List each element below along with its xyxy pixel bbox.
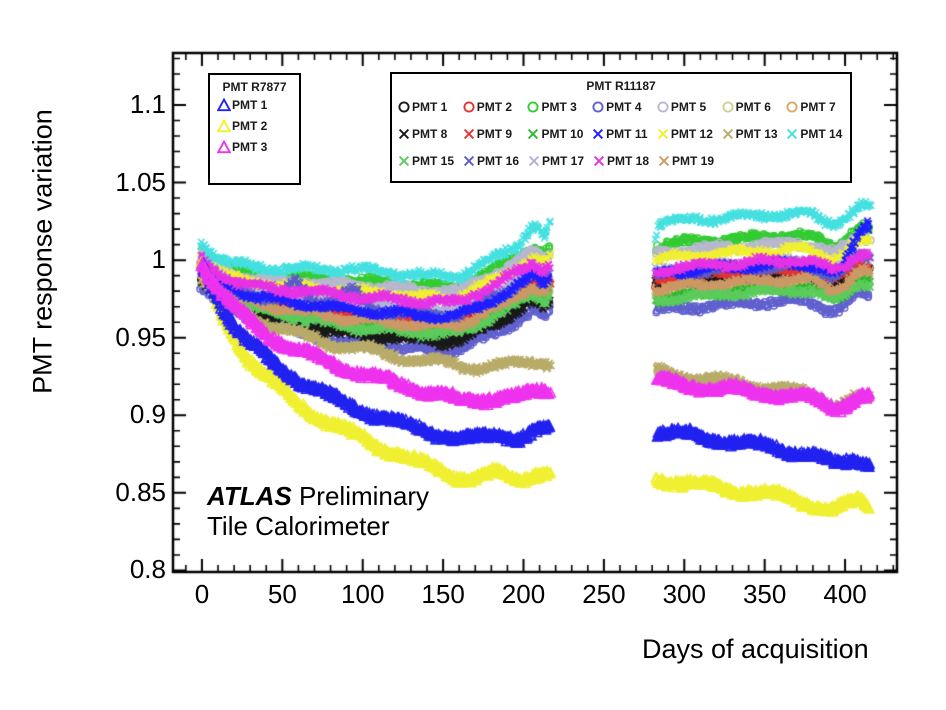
y-tick-label: 0.9 xyxy=(129,399,166,430)
x-tick-label: 0 xyxy=(194,579,210,609)
legend-pmt-r11187: PMT R11187 PMT 1 PMT 2 PMT 3 PMT 4 PMT 5 PMT … xyxy=(390,72,852,183)
legend-entry-label: PMT 1 xyxy=(412,99,448,114)
x-tick-label: 150 xyxy=(421,579,465,609)
triangle-marker-icon xyxy=(217,98,231,112)
legend-entry: PMT 3 xyxy=(526,100,591,114)
legend-entry: PMT 13 xyxy=(721,127,786,141)
legend-row: PMT 8 PMT 9 PMT 10 PMT 11 PMT 12 PMT 13 PMT 14 xyxy=(392,120,850,147)
legend-entry-label: PMT 11 xyxy=(606,126,648,141)
legend-entry: PMT 4 xyxy=(591,100,656,114)
legend-entry-label: PMT 8 xyxy=(412,126,448,141)
legend-entry-label: PMT 17 xyxy=(542,153,585,168)
legend-entry: PMT 12 xyxy=(656,127,721,141)
legend-entry-label: PMT 19 xyxy=(672,153,715,168)
cross-marker-icon xyxy=(463,128,474,139)
legend-entries: PMT 1 PMT 2 PMT 3 PMT 4 PMT 5 PMT 6 PMT 7 PMT 8… xyxy=(392,93,850,174)
legend-entry-label: PMT 16 xyxy=(477,153,520,168)
legend-entry-label: PMT 14 xyxy=(800,126,843,141)
cross-marker-icon xyxy=(658,155,670,166)
legend-entry: PMT 10 xyxy=(526,127,591,141)
cross-marker-icon xyxy=(528,155,540,166)
legend-title: PMT R7877 xyxy=(222,80,287,94)
circle-marker-icon xyxy=(786,100,798,113)
legend-entry: PMT 2 xyxy=(462,100,527,114)
legend-entry-label: PMT 3 xyxy=(541,99,577,114)
x-tick-label: 200 xyxy=(501,579,546,609)
x-tick-label: 350 xyxy=(742,579,787,609)
cross-marker-icon xyxy=(593,128,604,139)
legend-entry: PMT 8 xyxy=(397,127,462,141)
legend-entry-label: PMT 9 xyxy=(476,126,513,141)
legend-pmt-r7877: PMT R7877 PMT 1 PMT 2 PMT 3 xyxy=(208,73,301,185)
legend-entry-label: PMT 2 xyxy=(232,119,268,133)
legend-entry-label: PMT 2 xyxy=(476,99,513,114)
circle-marker-icon xyxy=(657,100,669,113)
atlas-wordmark: ATLAS xyxy=(207,481,292,511)
legend-entry: PMT 18 xyxy=(592,154,657,168)
y-tick-label: 0.95 xyxy=(115,321,166,352)
cross-marker-icon xyxy=(657,128,668,139)
cross-marker-icon xyxy=(528,128,539,139)
cross-marker-icon xyxy=(398,155,410,166)
circle-marker-icon xyxy=(463,100,475,113)
legend-entry: PMT 17 xyxy=(527,154,592,168)
legend-entry: PMT 15 xyxy=(397,154,462,168)
detector-label: Tile Calorimeter xyxy=(207,511,390,541)
circle-marker-icon xyxy=(592,100,604,113)
legend-entry: PMT 2 xyxy=(217,119,282,133)
legend-entry-label: PMT 3 xyxy=(232,140,268,154)
legend-entry-label: PMT 1 xyxy=(232,98,268,112)
legend-entry: PMT 5 xyxy=(656,100,721,114)
circle-marker-icon xyxy=(722,100,734,113)
cross-marker-icon xyxy=(593,155,605,166)
y-tick-label: 1.1 xyxy=(129,88,166,119)
legend-entries: PMT 1 PMT 2 PMT 3 xyxy=(210,94,299,154)
legend-entry-label: PMT 13 xyxy=(735,126,778,141)
x-tick-label: 250 xyxy=(582,579,626,609)
legend-entry: PMT 11 xyxy=(591,127,656,141)
cross-marker-icon xyxy=(398,128,410,139)
cross-marker-icon xyxy=(787,128,798,139)
legend-entry: PMT 14 xyxy=(785,127,850,141)
legend-entry-label: PMT 10 xyxy=(541,126,584,141)
legend-entry-label: PMT 7 xyxy=(800,99,836,114)
legend-entry-label: PMT 18 xyxy=(607,153,650,168)
circle-marker-icon xyxy=(398,100,410,113)
x-tick-label: 100 xyxy=(341,579,385,609)
triangle-marker-icon xyxy=(217,140,231,154)
x-tick-label: 400 xyxy=(823,579,867,609)
legend-entry: PMT 3 xyxy=(217,140,282,154)
cross-marker-icon xyxy=(463,155,475,166)
legend-entry-label: PMT 5 xyxy=(670,99,707,114)
legend-row: PMT 1 PMT 2 PMT 3 PMT 4 PMT 5 PMT 6 PMT 7 xyxy=(392,93,850,120)
legend-entry: PMT 19 xyxy=(657,154,722,168)
legend-entry: PMT 1 xyxy=(397,100,462,114)
legend-entry-label: PMT 15 xyxy=(412,153,455,168)
legend-title: PMT R11187 xyxy=(586,79,656,93)
legend-entry: PMT 16 xyxy=(462,154,527,168)
legend-entry: PMT 9 xyxy=(462,127,527,141)
circle-marker-icon xyxy=(527,100,539,113)
y-tick-label: 1 xyxy=(151,244,166,275)
x-tick-label: 300 xyxy=(662,579,706,609)
legend-entry-label: PMT 12 xyxy=(670,126,713,141)
preliminary-label: Preliminary xyxy=(298,481,429,511)
atlas-preliminary-label: ATLAS Preliminary xyxy=(207,481,429,512)
y-tick-label: 1.05 xyxy=(115,166,166,197)
y-tick-label: 0.85 xyxy=(115,476,166,507)
legend-row: PMT 15 PMT 16 PMT 17 PMT 18 PMT 19 xyxy=(392,147,850,174)
cross-marker-icon xyxy=(722,128,733,139)
legend-entry-label: PMT 6 xyxy=(735,99,771,114)
legend-entry: PMT 1 xyxy=(217,98,282,112)
legend-entry: PMT 7 xyxy=(785,100,850,114)
legend-entry-label: PMT 4 xyxy=(606,99,642,114)
y-tick-label: 0.8 xyxy=(129,554,166,585)
x-axis-title: Days of acquisition xyxy=(642,634,869,664)
triangle-marker-icon xyxy=(217,119,231,133)
x-tick-label: 50 xyxy=(267,579,297,609)
legend-entry: PMT 6 xyxy=(721,100,786,114)
